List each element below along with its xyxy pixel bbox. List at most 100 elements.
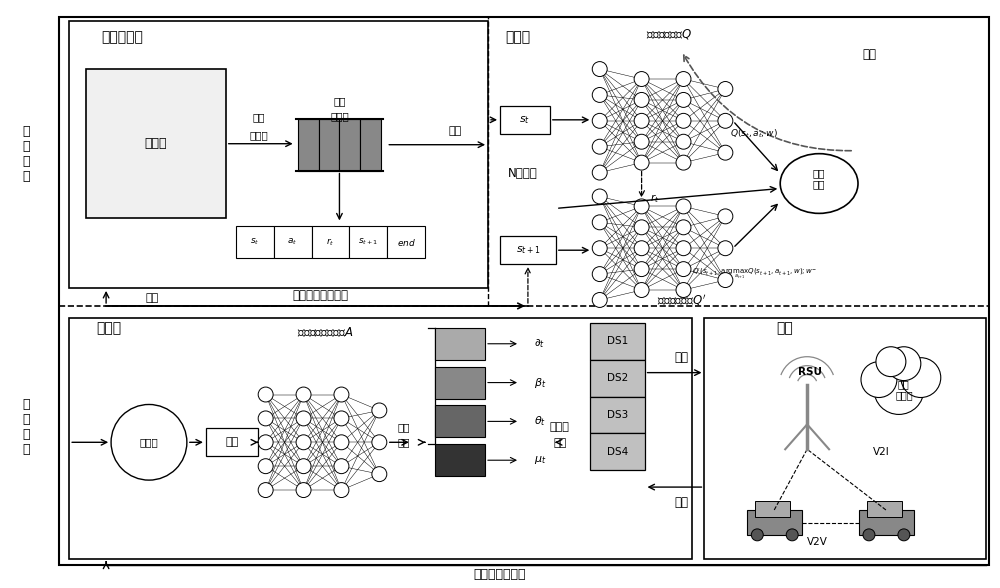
Bar [69,318,692,559]
Circle shape [372,403,387,418]
Circle shape [634,283,649,298]
Text: 回放库: 回放库 [330,111,349,121]
Circle shape [334,435,349,450]
Text: 映射: 映射 [553,438,566,448]
Text: $Q'(s_{t+1}, \mathrm{arg}\max_{a_{t+1}}Q(s_{t+1},a_{t+1},w);w^{-}$: $Q'(s_{t+1}, \mathrm{arg}\max_{a_{t+1}}Q… [692,266,817,280]
Text: DS3: DS3 [607,410,628,420]
Bar [755,501,790,517]
Text: 离
线
训
练: 离 线 训 练 [23,125,30,183]
Bar [435,367,485,399]
Text: $\mu_t$: $\mu_t$ [534,454,546,466]
Circle shape [592,62,607,76]
Circle shape [592,215,607,230]
Bar [435,445,485,476]
Text: 动作: 动作 [674,351,688,364]
Text: RSU: RSU [798,367,822,377]
Bar [590,433,645,470]
Circle shape [676,92,691,108]
Circle shape [676,155,691,170]
Circle shape [296,435,311,450]
Text: $s_{t+1}$: $s_{t+1}$ [516,244,540,256]
Circle shape [372,467,387,482]
Circle shape [592,139,607,154]
Bar [859,510,914,535]
Circle shape [634,240,649,256]
Circle shape [876,347,906,376]
Bar [319,119,339,171]
Text: 状态: 状态 [225,437,238,447]
Bar [867,501,902,517]
Circle shape [334,387,349,402]
Circle shape [592,189,607,204]
Circle shape [901,358,941,397]
Bar [360,119,381,171]
Text: 经验: 经验 [333,96,346,106]
Bar [435,406,485,437]
Circle shape [676,283,691,298]
Circle shape [634,155,649,170]
Circle shape [296,459,311,474]
Text: $r_t$: $r_t$ [326,236,335,248]
Bar [500,236,556,264]
Text: 参数: 参数 [398,437,410,447]
Circle shape [786,529,798,541]
Circle shape [718,209,733,224]
Text: $s_{t+1}$: $s_{t+1}$ [358,237,379,248]
Circle shape [296,483,311,497]
Bar [274,226,312,258]
Text: 目标神经网络$Q'$: 目标神经网络$Q'$ [657,292,706,308]
Text: $Q(s_t, a_t; w)$: $Q(s_t, a_t; w)$ [730,128,778,140]
Circle shape [258,387,273,402]
Circle shape [258,435,273,450]
Bar [747,510,802,535]
Bar [500,106,550,133]
Text: 数据源: 数据源 [550,422,570,432]
Circle shape [592,240,607,256]
Circle shape [296,387,311,402]
Circle shape [634,262,649,276]
Circle shape [718,273,733,288]
Text: N步更新: N步更新 [508,167,538,180]
Circle shape [718,145,733,160]
Circle shape [676,262,691,276]
Text: $a_t$: $a_t$ [287,237,298,248]
Circle shape [592,165,607,180]
Bar [704,318,986,559]
Text: $\beta_t$: $\beta_t$ [534,376,546,390]
Text: 动作: 动作 [398,422,410,432]
Circle shape [634,72,649,86]
Circle shape [676,72,691,86]
Bar [349,226,387,258]
Bar [590,396,645,433]
Text: $s_t$: $s_t$ [250,237,259,248]
Text: V2I: V2I [873,447,889,457]
Circle shape [258,459,273,474]
Circle shape [676,240,691,256]
Circle shape [634,134,649,149]
Circle shape [634,199,649,214]
Circle shape [874,365,924,415]
Circle shape [111,405,187,480]
Text: $s_t$: $s_t$ [519,114,530,126]
Text: V2V: V2V [807,537,828,547]
Text: 选择器: 选择器 [96,321,121,335]
Circle shape [372,435,387,450]
Text: 经验组: 经验组 [249,130,268,140]
Circle shape [592,292,607,308]
Circle shape [887,347,921,380]
Text: 收集器: 收集器 [145,137,167,150]
Bar [590,323,645,360]
Circle shape [634,113,649,128]
Circle shape [334,411,349,426]
Text: DS1: DS1 [607,336,628,346]
Circle shape [634,92,649,108]
Text: 同步动作选择网络: 同步动作选择网络 [293,289,349,302]
Circle shape [592,113,607,128]
Text: DS2: DS2 [607,373,628,383]
Bar [298,119,319,171]
Circle shape [334,483,349,497]
Circle shape [634,220,649,235]
Circle shape [751,529,763,541]
Text: 训练器: 训练器 [505,30,530,44]
Circle shape [898,529,910,541]
